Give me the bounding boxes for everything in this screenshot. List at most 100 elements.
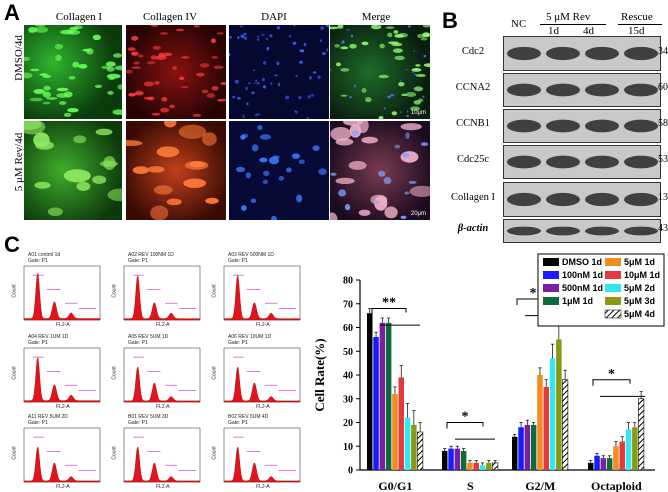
histogram-title: A11 REV 5UM 2D: [28, 414, 68, 420]
histogram-gate: Gate: P1: [228, 420, 248, 426]
bar: [392, 394, 398, 470]
flow-histogram: A04 REV 1UM 1D Gate: P1 FL2-A Count: [12, 334, 104, 412]
bar: [556, 339, 562, 470]
legend-swatch: [543, 297, 559, 305]
flow-histogram: A02 REV 100NM 1D Gate: P1 FL2-A Count: [112, 252, 204, 330]
histogram-x-axis-label: FL2-A: [156, 322, 170, 328]
bar: [632, 427, 638, 470]
histogram-y-axis-label: Count: [11, 284, 18, 298]
histogram-title: A01 control 1d: [28, 252, 61, 258]
bar: [619, 441, 625, 470]
subheader-1d: 1d: [548, 25, 559, 37]
histogram-gate: Gate: P1: [228, 258, 248, 264]
sig-bracket: [371, 308, 407, 315]
histogram-x-axis-label: FL2-A: [156, 404, 170, 410]
legend-swatch: [605, 284, 621, 292]
bar: [588, 462, 594, 470]
bar: [398, 377, 404, 470]
wb-band: [585, 155, 619, 169]
bar: [638, 398, 645, 471]
y-tick-label: 50: [343, 347, 353, 358]
wb-band: [546, 46, 580, 61]
wb-protein-label: Collagen I: [450, 191, 496, 203]
micrograph-merge-rev: 20μm: [330, 121, 430, 220]
wb-blot-row: [503, 109, 661, 143]
flow-histogram: A01 control 1d Gate: P1 FL2-A Count: [12, 252, 104, 330]
bar: [373, 337, 379, 470]
x-category-label: G0/G1: [378, 479, 412, 492]
wb-blot-row: [503, 36, 661, 71]
panel-label-a: A: [4, 0, 20, 25]
wb-blot-row: [503, 73, 661, 107]
bar: [492, 462, 499, 471]
bar: [417, 431, 424, 471]
col-header-dapi: DAPI: [261, 11, 287, 23]
flow-histogram: B01 REV 5UM 3D Gate: P1 FL2-A Count: [112, 414, 204, 492]
wb-band: [585, 46, 619, 61]
wb-protein-label: β-actin: [457, 223, 489, 234]
wb-kda-label: 43kDa: [658, 223, 668, 234]
y-tick-label: 40: [343, 371, 353, 382]
wb-band: [546, 192, 580, 207]
legend-label: DMSO 1d: [562, 257, 602, 267]
wb-band: [546, 119, 580, 133]
y-axis-label: Cell Rate(%): [312, 338, 327, 411]
header-nc: NC: [511, 18, 527, 30]
legend-swatch: [605, 258, 621, 266]
sig-label: *: [462, 410, 469, 425]
histogram-x-axis-label: FL2-A: [56, 484, 70, 490]
wb-protein-label: Cdc2: [461, 45, 485, 57]
wb-band: [585, 119, 619, 133]
histogram-title: A03 REV 500NM 1D: [228, 252, 274, 258]
legend-label: 5μM 4d: [624, 309, 655, 319]
y-tick-label: 80: [343, 276, 353, 287]
y-tick-label: 0: [348, 466, 353, 477]
panel-label-c: C: [4, 232, 20, 257]
wb-band: [624, 83, 658, 97]
bar: [411, 424, 417, 470]
wb-kda-label: 60kDa: [658, 82, 668, 93]
micrograph-collagen1-dmso: [24, 25, 122, 119]
bar: [613, 446, 619, 470]
bar: [625, 429, 632, 470]
cell-cycle-bar-chart: 0 10 20 30 40 50 60 70 80 Cell Rate(%) G0/G1 S G2/M O…: [312, 253, 665, 492]
sig-label: **: [382, 296, 396, 311]
histogram-gate: Gate: P1: [128, 258, 148, 264]
bar: [549, 358, 556, 470]
wb-band: [624, 46, 658, 61]
bar: [479, 465, 486, 470]
micrograph-merge-dmso: 10μm: [330, 25, 430, 119]
header-5um-rev: 5 μM Rev: [546, 11, 591, 23]
flow-histogram: A03 REV 500NM 1D Gate: P1 FL2-A Count: [212, 252, 304, 330]
histogram-x-axis-label: FL2-A: [56, 404, 70, 410]
x-category-label: Octaploid: [591, 479, 642, 492]
micrograph-dapi-dmso: [229, 25, 329, 119]
flow-histogram: A11 REV 5UM 2D Gate: P1 FL2-A Count: [12, 414, 104, 492]
wb-kda-label: 130kDa: [658, 191, 668, 203]
legend-swatch: [543, 284, 559, 292]
bar: [367, 313, 373, 470]
wb-blot-row: [503, 145, 661, 179]
histogram-x-axis-label: FL2-A: [56, 322, 70, 328]
wb-kda-label: 34kDa: [658, 45, 668, 57]
histogram-title: A02 REV 100NM 1D: [128, 252, 174, 258]
histogram-title: B01 REV 5UM 3D: [128, 414, 169, 420]
wb-band: [546, 83, 580, 97]
wb-band: [507, 192, 541, 207]
header-underline-rescue: [618, 24, 662, 25]
bar: [600, 458, 607, 470]
subheader-15d: 15d: [628, 25, 645, 37]
legend-label: 10μM 1d: [624, 270, 660, 280]
wb-kda-label: 58kDa: [658, 118, 668, 129]
wb-protein-label: CCNA2: [455, 82, 491, 93]
y-tick-label: 10: [343, 442, 353, 453]
y-tick-label: 60: [343, 323, 353, 334]
micrograph-dapi-rev: [229, 121, 329, 220]
legend-swatch: [543, 271, 559, 279]
bar: [537, 375, 543, 470]
histogram-x-axis-label: FL2-A: [156, 484, 170, 490]
legend-label: 5μM 3d: [624, 296, 655, 306]
legend-swatch: [604, 309, 622, 319]
col-header-collagen1: Collagen I: [55, 11, 103, 23]
bar: [473, 462, 479, 470]
